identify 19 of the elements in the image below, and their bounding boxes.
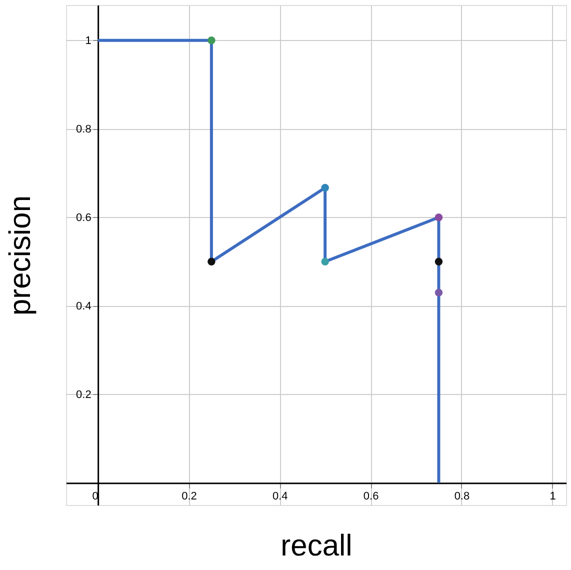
x-tick-label: 0.4 xyxy=(272,490,288,502)
y-tick-label: 0.2 xyxy=(76,388,92,401)
x-tick-label: 0.6 xyxy=(363,490,379,502)
point xyxy=(434,214,443,222)
y-axis-title: precision xyxy=(4,195,38,316)
x-tick-label: 0.2 xyxy=(182,490,197,502)
point xyxy=(208,258,216,266)
x-tick-label: 0.8 xyxy=(454,490,470,502)
y-tick-label: 0.8 xyxy=(76,123,92,136)
y-tick-label: 0.4 xyxy=(76,300,92,312)
point xyxy=(321,184,329,192)
y-tick-label: 0.6 xyxy=(76,212,92,224)
point xyxy=(434,258,443,266)
y-tick-label: 1 xyxy=(85,34,92,47)
x-tick-label: 1 xyxy=(550,490,556,502)
point xyxy=(434,288,443,296)
point xyxy=(208,36,216,44)
point xyxy=(321,258,329,266)
x-axis-title: recall xyxy=(280,530,352,562)
